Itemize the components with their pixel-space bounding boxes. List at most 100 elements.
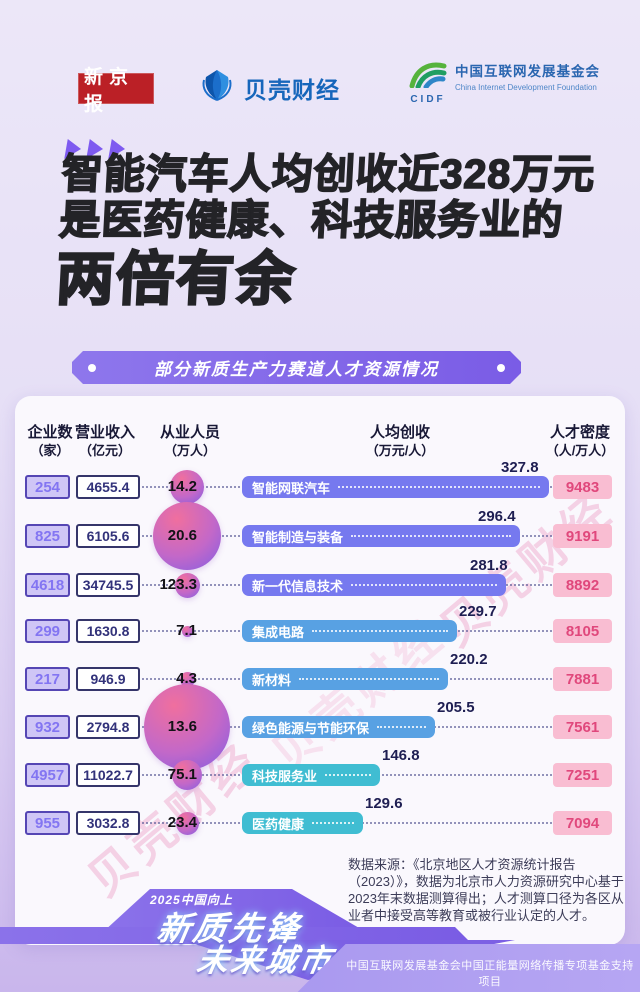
revenue-box: 3032.8 [76,811,140,835]
title-line-1: 智能汽车人均创收近328万元 [60,150,597,198]
per-capita-value: 129.6 [365,795,403,812]
per-capita-value: 146.8 [382,747,420,764]
col-header-companies: 企业数 （家） [27,424,73,458]
beike-caijing-logo: 贝壳财经 [198,66,340,109]
company-count-box: 825 [25,524,70,548]
cidf-abbr: CIDF [410,94,446,105]
employees-value: 23.4 [167,814,197,831]
campaign-year-label: 2025中国向上 [150,893,233,907]
banner-dot-left-icon [88,364,96,372]
footer-strip: 中国互联网发展基金会中国正能量网络传播专项基金支持项目 [297,944,640,992]
col-header-revenue: 营业收入 （亿元） [74,424,135,458]
employees-bubble [144,684,230,770]
employees-bubble [172,760,202,790]
support-project-label: 中国互联网发展基金会中国正能量网络传播专项基金支持项目 [346,960,634,988]
company-count-box: 299 [25,619,70,643]
employees-bubble [179,671,195,687]
title-line-3: 两倍有余 [53,246,299,313]
xinjingbao-logo: 新京报 [78,67,154,115]
employees-bubble [175,811,199,835]
sector-bar-dots [338,486,540,488]
sector-bar: 新材料 [242,668,448,690]
banner-title: 部分新质生产力赛道人才资源情况 [154,360,439,379]
sector-bar-label: 新材料 [252,672,292,688]
sector-bar-dots [325,774,371,776]
talent-density-box: 7094 [553,811,612,835]
col-header-employees: 从业人员 （万人） [159,424,220,458]
employees-value: 123.3 [159,576,197,593]
sector-bar: 智能网联汽车 [242,476,549,498]
sector-bar-label: 集成电路 [252,624,305,640]
col-header-density: 人才密度 （人/万人） [545,424,615,458]
sector-bar: 集成电路 [242,620,457,642]
per-capita-value: 296.4 [478,508,516,525]
col-header-per-capita: 人均创收 （万元/人） [365,424,435,458]
revenue-box: 2794.8 [76,715,140,739]
per-capita-value: 229.7 [459,603,497,620]
chart-card: 企业数 （家） 营业收入 （亿元） 从业人员 （万人） 人均创收 （万元/人） 人才密度… [15,396,625,945]
company-count-box: 932 [25,715,70,739]
talent-density-box: 7561 [553,715,612,739]
talent-density-box: 9191 [553,524,612,548]
sector-bar: 新一代信息技术 [242,574,506,596]
page-title: 智能汽车人均创收近328万元 是医药健康、科技服务业的 两倍有余 [53,150,597,313]
employees-value: 75.1 [167,766,197,783]
talent-density-box: 7251 [553,763,612,787]
cidf-name-cn: 中国互联网发展基金会 [455,64,600,79]
company-count-box: 4618 [25,573,70,597]
cidf-logo: CIDF 中国互联网发展基金会 China Internet Developme… [408,60,600,105]
sector-bar-dots [377,726,426,728]
cidf-arcs-icon [408,60,448,93]
sector-bar-dots [351,535,511,537]
title-line-2: 是医药健康、科技服务业的 [57,196,565,244]
revenue-box: 4655.4 [76,475,140,499]
employees-bubble [181,625,193,637]
employees-bubble [170,470,204,504]
sector-bar-label: 医药健康 [252,816,305,832]
section-banner: 部分新质生产力赛道人才资源情况 [72,351,521,384]
sector-bar: 科技服务业 [242,764,380,786]
company-count-box: 217 [25,667,70,691]
per-capita-value: 327.8 [501,459,539,476]
sector-bar-label: 科技服务业 [252,768,318,784]
employees-value: 7.1 [176,622,197,639]
beike-caijing-label: 贝壳财经 [244,76,340,103]
data-source-note: 数据来源：《北京地区人才资源统计报告（2023）》，数据为北京市人力资源研究中心… [348,857,624,923]
per-capita-value: 205.5 [437,699,475,716]
employees-value: 20.6 [167,527,197,544]
revenue-box: 6105.6 [76,524,140,548]
revenue-box: 946.9 [76,667,140,691]
sector-bar-label: 新一代信息技术 [252,578,344,594]
sector-bar-label: 智能网联汽车 [252,480,331,496]
sector-bar-dots [312,822,354,824]
talent-density-box: 7881 [553,667,612,691]
company-count-box: 254 [25,475,70,499]
sector-bar: 医药健康 [242,812,363,834]
sector-bar: 绿色能源与节能环保 [242,716,435,738]
company-count-box: 4957 [25,763,70,787]
employees-value: 4.3 [176,670,197,687]
sector-bar-dots [312,630,448,632]
sector-bar: 智能制造与装备 [242,525,520,547]
employees-bubble [153,502,221,570]
sector-bar-label: 绿色能源与节能环保 [252,720,370,736]
shell-icon [198,66,236,109]
cidf-name-en: China Internet Development Foundation [455,83,597,92]
talent-density-box: 9483 [553,475,612,499]
talent-density-box: 8105 [553,619,612,643]
per-capita-value: 281.8 [470,557,508,574]
employees-value: 14.2 [167,478,197,495]
company-count-box: 955 [25,811,70,835]
employees-value: 13.6 [167,718,197,735]
revenue-box: 1630.8 [76,619,140,643]
talent-density-box: 8892 [553,573,612,597]
revenue-box: 11022.7 [76,763,140,787]
sector-bar-dots [351,584,497,586]
sector-bar-label: 智能制造与装备 [252,529,344,545]
revenue-box: 34745.5 [76,573,140,597]
per-capita-value: 220.2 [450,651,488,668]
employees-bubble [174,572,200,598]
banner-dot-right-icon [497,364,505,372]
sector-bar-dots [299,678,439,680]
